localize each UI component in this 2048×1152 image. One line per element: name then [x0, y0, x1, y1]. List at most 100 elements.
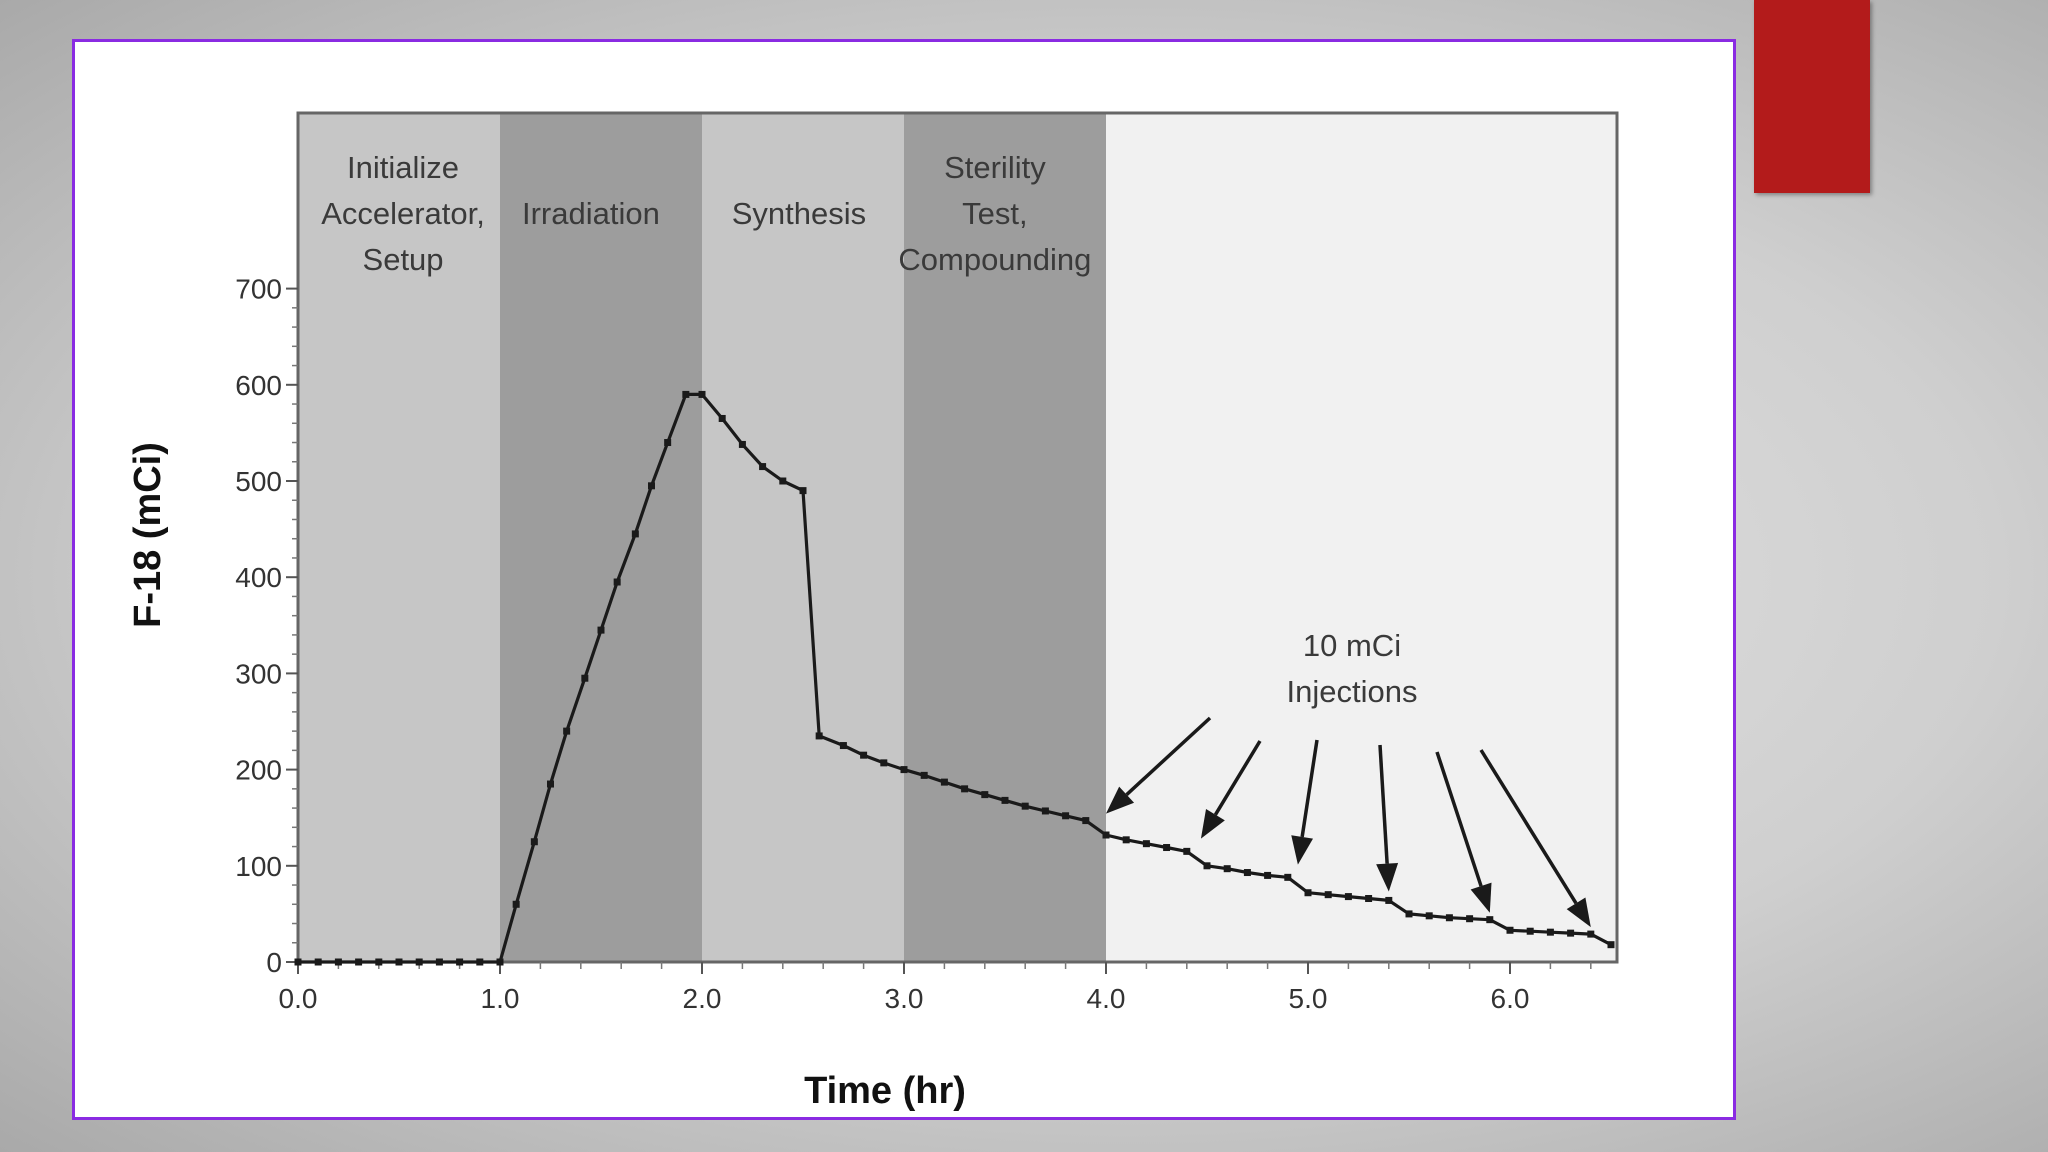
data-point-22 — [698, 390, 706, 398]
data-point-55 — [1365, 895, 1373, 903]
data-point-32 — [900, 766, 908, 774]
data-point-37 — [1001, 796, 1009, 804]
data-point-16 — [597, 626, 605, 634]
data-point-41 — [1082, 817, 1090, 825]
data-point-5 — [395, 958, 403, 966]
data-point-43 — [1122, 836, 1130, 844]
injection-arrowhead-5 — [1566, 897, 1591, 928]
phase-label-3-line-0: Sterility — [944, 150, 1046, 185]
data-point-51 — [1284, 873, 1292, 881]
data-point-38 — [1021, 802, 1029, 810]
data-point-67 — [1607, 941, 1615, 949]
data-point-2 — [334, 958, 342, 966]
y-tick-label-3: 300 — [235, 658, 282, 689]
data-point-65 — [1567, 929, 1575, 937]
data-point-34 — [940, 778, 948, 786]
injection-annotation-line-0: 10 mCi — [1303, 628, 1401, 663]
phase-band-3 — [904, 113, 1106, 962]
data-point-6 — [415, 958, 423, 966]
injection-arrow-2 — [1300, 739, 1319, 838]
data-point-15 — [581, 674, 589, 682]
data-point-42 — [1102, 831, 1110, 839]
y-tick-label-2: 200 — [235, 755, 282, 786]
injection-arrowhead-1 — [1200, 808, 1225, 839]
x-tick-label-1: 1.0 — [481, 983, 520, 1014]
x-tick-label-5: 5.0 — [1289, 983, 1328, 1014]
red-accent-block — [1754, 0, 1870, 193]
data-point-17 — [613, 578, 621, 586]
phase-bands — [298, 113, 1617, 962]
phase-labels: Initialize Accelerator, Setup Irradiation Sy… — [321, 150, 1091, 277]
data-point-10 — [496, 958, 504, 966]
annotation: 10 mCi Injections — [1287, 628, 1418, 709]
data-point-46 — [1183, 847, 1191, 855]
y-tick-label-7: 700 — [235, 274, 282, 305]
injection-arrowhead-3 — [1376, 862, 1399, 892]
data-point-61 — [1486, 916, 1494, 924]
data-point-60 — [1466, 915, 1474, 923]
injection-arrow-1 — [1213, 740, 1262, 816]
data-point-47 — [1203, 862, 1211, 870]
data-point-66 — [1587, 930, 1595, 938]
data-point-45 — [1163, 844, 1171, 852]
data-point-57 — [1405, 910, 1413, 918]
x-tick-label-0: 0.0 — [279, 983, 318, 1014]
data-point-56 — [1385, 896, 1393, 904]
data-point-3 — [355, 958, 363, 966]
data-point-48 — [1223, 865, 1231, 873]
phase-label-1-line-0: Irradiation — [522, 196, 660, 231]
data-point-50 — [1264, 871, 1272, 879]
x-tick-label-4: 4.0 — [1087, 983, 1126, 1014]
phase-label-0-line-2: Setup — [363, 242, 444, 277]
data-point-27 — [799, 487, 807, 495]
data-point-54 — [1344, 893, 1352, 901]
data-point-20 — [664, 439, 672, 447]
injection-arrow-3 — [1378, 744, 1389, 864]
data-point-18 — [631, 530, 639, 538]
phase-label-2-line-0: Synthesis — [732, 196, 866, 231]
phase-band-0 — [298, 113, 500, 962]
data-point-25 — [759, 463, 767, 471]
injection-annotation-line-1: Injections — [1287, 674, 1418, 709]
data-point-62 — [1506, 926, 1514, 934]
injection-arrow-4 — [1435, 751, 1483, 887]
data-point-36 — [981, 791, 989, 799]
x-tick-label-6: 6.0 — [1491, 983, 1530, 1014]
plot-frame — [296, 111, 1619, 964]
injection-arrows — [1106, 716, 1591, 928]
phase-label-0-line-1: Accelerator, — [321, 196, 485, 231]
data-point-58 — [1425, 912, 1433, 920]
x-axis: 0.0 1.0 2.0 3.0 4.0 5.0 6.0 — [279, 962, 1592, 1014]
x-axis-title: Time (hr) — [804, 1070, 966, 1112]
data-point-4 — [375, 958, 383, 966]
data-point-29 — [839, 742, 847, 750]
y-tick-label-1: 100 — [235, 851, 282, 882]
data-point-7 — [435, 958, 443, 966]
phase-band-1 — [500, 113, 702, 962]
data-point-1 — [314, 958, 322, 966]
series-layer — [294, 390, 1615, 966]
data-point-12 — [530, 838, 538, 846]
data-point-53 — [1324, 891, 1332, 899]
data-point-19 — [648, 482, 655, 490]
data-point-21 — [682, 390, 690, 398]
data-point-59 — [1445, 914, 1453, 922]
data-point-64 — [1546, 928, 1554, 936]
data-point-14 — [563, 727, 571, 735]
phase-band-remainder — [1106, 113, 1617, 962]
phase-label-3-line-1: Test, — [962, 196, 1027, 231]
x-tick-label-3: 3.0 — [885, 983, 924, 1014]
phase-label-0-line-0: Initialize — [347, 150, 459, 185]
y-axis-title: F-18 (mCi) — [127, 442, 169, 628]
y-tick-label-5: 500 — [235, 466, 282, 497]
data-point-24 — [738, 440, 746, 448]
data-point-39 — [1041, 807, 1049, 815]
data-point-40 — [1062, 812, 1070, 820]
injection-arrowhead-4 — [1470, 882, 1492, 913]
data-point-30 — [860, 751, 868, 759]
y-tick-label-6: 600 — [235, 370, 282, 401]
data-point-9 — [476, 958, 484, 966]
x-tick-label-2: 2.0 — [683, 983, 722, 1014]
injection-arrow-0 — [1125, 716, 1212, 796]
injection-arrowhead-2 — [1291, 835, 1314, 865]
